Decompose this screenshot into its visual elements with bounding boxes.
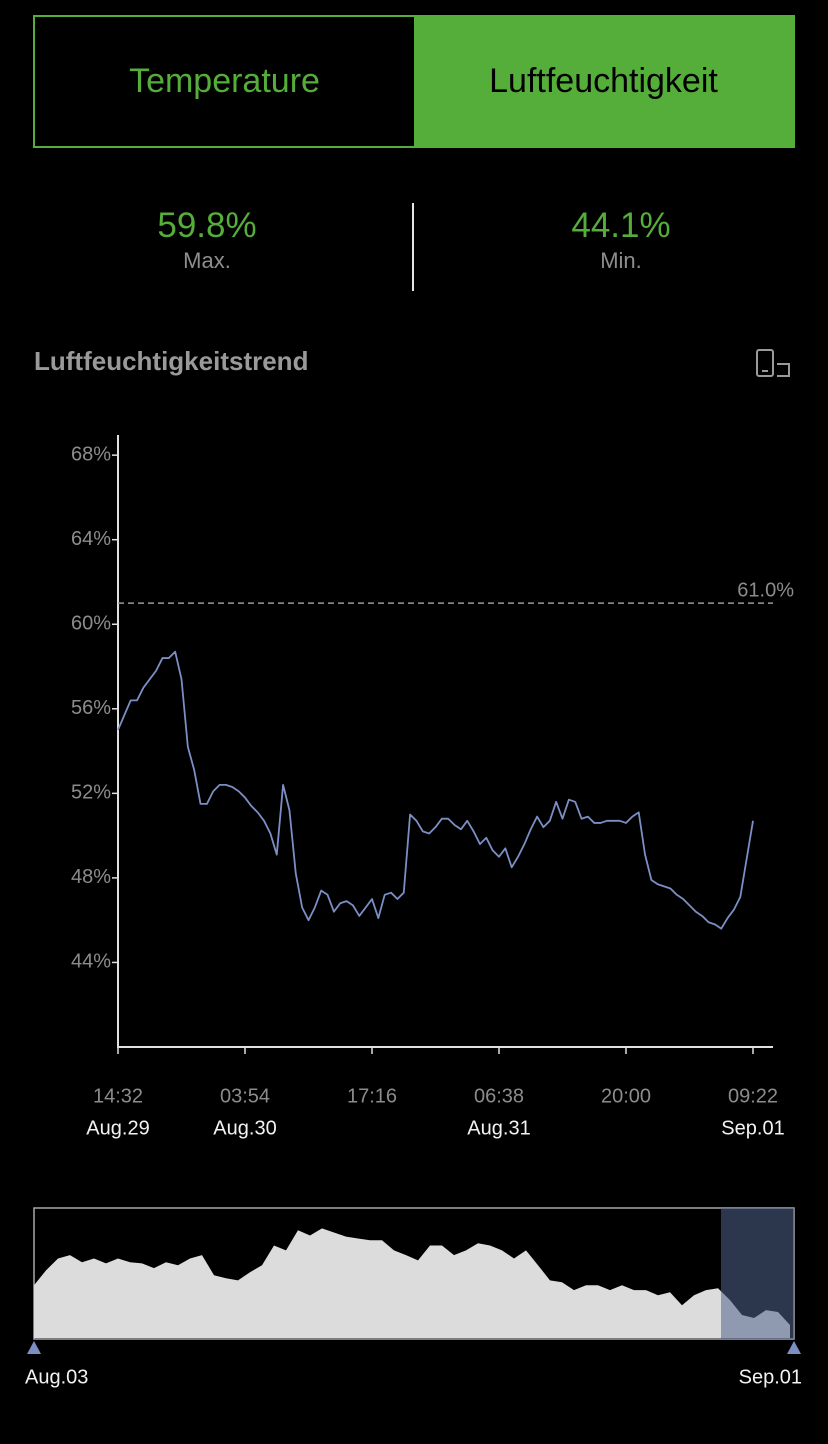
reference-label: 61.0% xyxy=(737,579,794,601)
tab[interactable]: Temperature xyxy=(129,62,320,100)
y-tick-label: 60% xyxy=(71,613,111,635)
y-tick-label: 68% xyxy=(71,443,111,465)
data-line xyxy=(117,650,754,930)
y-tick-label: 44% xyxy=(71,951,111,973)
overview-start-label: Aug.03 xyxy=(25,1366,88,1388)
y-tick-label: 52% xyxy=(71,782,111,804)
stat-max: 59.8% Max. xyxy=(17,205,397,275)
x-tick-date: Aug.30 xyxy=(213,1117,276,1139)
overview-end-label: Sep.01 xyxy=(739,1366,802,1388)
stat-value: 59.8% xyxy=(157,206,257,245)
y-tick-label: 64% xyxy=(71,528,111,550)
stat-label: Min. xyxy=(600,248,642,273)
x-tick-label: 09:22 xyxy=(728,1085,778,1107)
range-handle[interactable] xyxy=(787,1341,801,1354)
stat-min: 44.1% Min. xyxy=(431,205,811,275)
y-tick-label: 48% xyxy=(71,866,111,888)
x-tick-label: 14:32 xyxy=(93,1085,143,1107)
x-tick-date: Aug.29 xyxy=(86,1117,149,1139)
overview-frame xyxy=(33,1207,795,1340)
x-tick-label: 20:00 xyxy=(601,1085,651,1107)
tab[interactable]: Luftfeuchtigkeit xyxy=(414,17,793,146)
x-tick-label: 03:54 xyxy=(220,1085,270,1107)
range-handle[interactable] xyxy=(27,1341,41,1354)
x-tick-date: Sep.01 xyxy=(721,1117,784,1139)
overview-selection xyxy=(721,1208,794,1339)
overview-area xyxy=(34,1228,790,1338)
stat-value: 44.1% xyxy=(571,206,671,245)
y-tick-label: 56% xyxy=(71,697,111,719)
stat-label: Max. xyxy=(183,248,231,273)
x-tick-label: 17:16 xyxy=(347,1085,397,1107)
rotate-icon[interactable] xyxy=(756,349,790,377)
section-title: Luftfeuchtigkeitstrend xyxy=(34,346,309,376)
segmented-control: Temperature Luftfeuchtigkeit xyxy=(33,15,795,148)
divider xyxy=(412,203,414,291)
x-tick-label: 06:38 xyxy=(474,1085,524,1107)
x-tick-date: Aug.31 xyxy=(467,1117,530,1139)
